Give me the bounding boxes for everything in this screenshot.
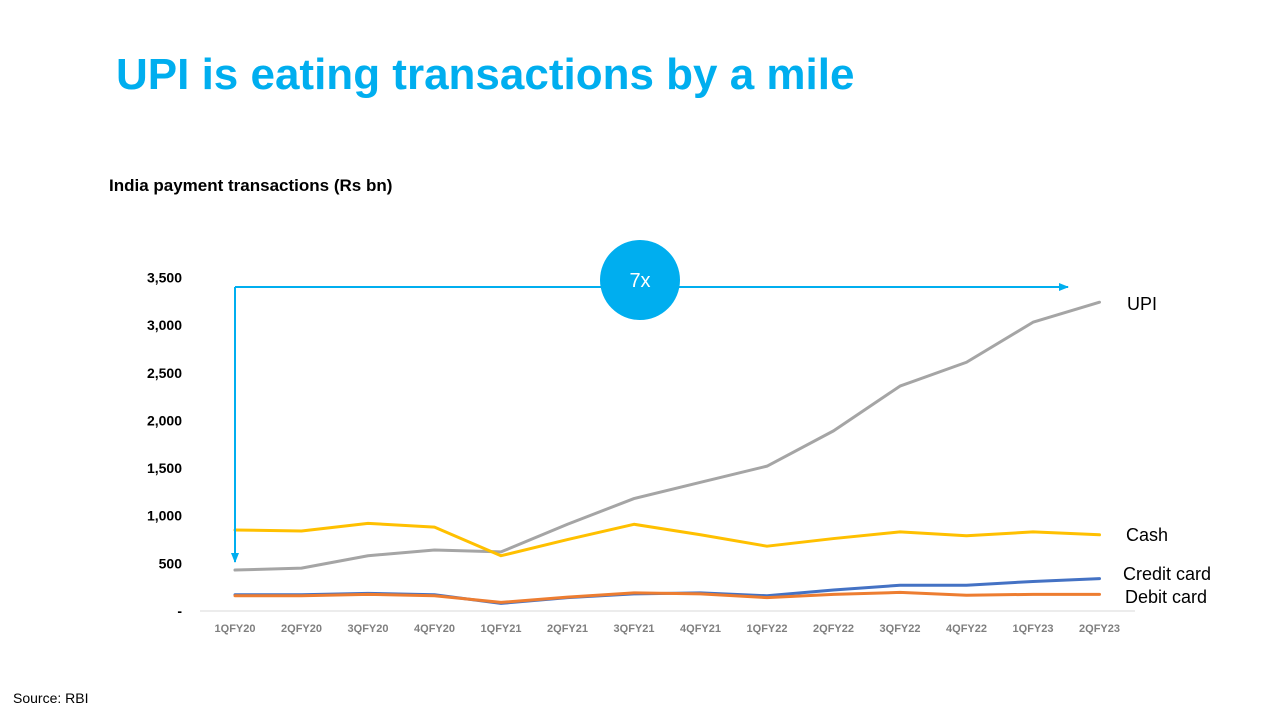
y-tick-label: 3,000 [147,317,182,333]
x-tick-label: 4QFY20 [414,623,455,635]
series-label-cash: Cash [1126,525,1168,545]
series-line-debit-card [233,590,1101,604]
chart-title: India payment transactions (Rs bn) [109,176,393,195]
x-tick-label: 3QFY22 [880,623,921,635]
x-tick-label: 4QFY21 [680,623,721,635]
y-tick-label: 2,000 [147,412,182,428]
source-note: Source: RBI [13,690,89,706]
x-tick-label: 2QFY20 [281,623,322,635]
x-tick-label: 3QFY20 [348,623,389,635]
series-line-upi [233,300,1101,572]
x-tick-label: 1QFY23 [1013,623,1054,635]
x-tick-label: 2QFY22 [813,623,854,635]
series-label-credit-card: Credit card [1123,564,1211,584]
x-tick-label: 1QFY21 [481,623,522,635]
y-tick-label: 500 [159,555,183,571]
x-tick-label: 1QFY22 [747,623,788,635]
series-line-cash [233,521,1101,558]
series-label-debit-card: Debit card [1125,587,1207,607]
slide-title: UPI is eating transactions by a mile [116,50,855,99]
y-tick-label: 2,500 [147,365,182,381]
series-label-upi: UPI [1127,294,1157,314]
y-tick-label: 1,500 [147,460,182,476]
annotation-circle [600,240,680,320]
x-tick-label: 4QFY22 [946,623,987,635]
y-tick-label: 1,000 [147,508,182,524]
y-tick-label: - [177,603,182,619]
x-tick-label: 2QFY21 [547,623,588,635]
y-tick-label: 3,500 [147,269,182,285]
x-tick-label: 2QFY23 [1079,623,1120,635]
x-tick-label: 1QFY20 [215,623,256,635]
x-tick-label: 3QFY21 [614,623,655,635]
series-line-credit-card [233,577,1101,605]
annotation-label: 7x [629,270,650,292]
